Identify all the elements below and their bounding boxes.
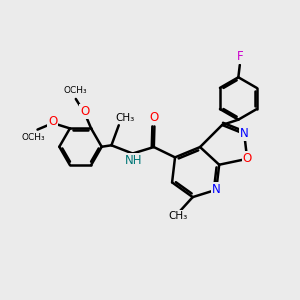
Text: O: O [242,152,252,165]
Text: O: O [80,105,89,119]
Text: F: F [236,50,243,63]
Text: O: O [150,111,159,124]
Text: N: N [212,183,220,196]
Text: CH₃: CH₃ [116,113,135,123]
Text: OCH₃: OCH₃ [64,86,88,95]
Text: OCH₃: OCH₃ [21,133,45,142]
Text: NH: NH [125,154,143,166]
Text: CH₃: CH₃ [168,211,188,221]
Text: N: N [240,127,249,140]
Text: O: O [48,115,58,128]
